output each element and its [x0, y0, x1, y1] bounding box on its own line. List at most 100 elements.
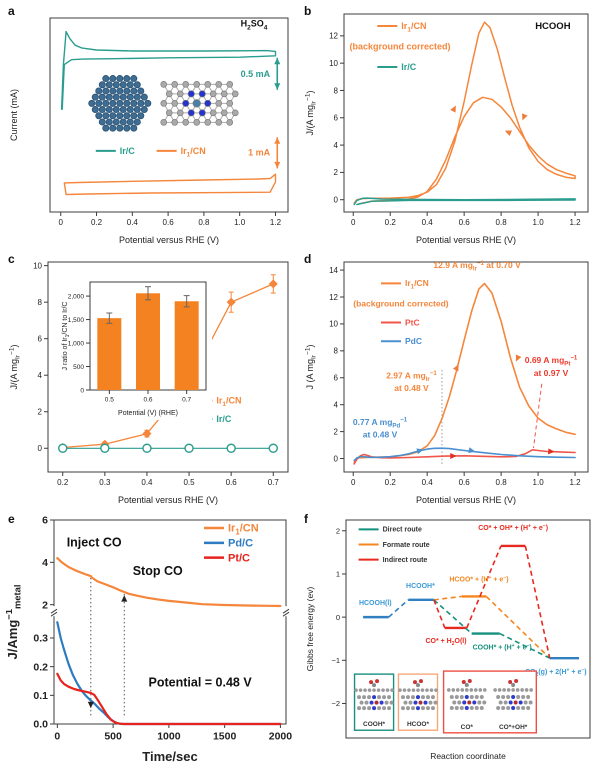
svg-text:(background corrected): (background corrected) [353, 298, 449, 308]
svg-text:0.8: 0.8 [496, 478, 508, 487]
panel-c: c 0.2 0.3 0.4 0.5 0.6 0.7 0 2 4 6 8 10 Potential ver… [6, 252, 298, 508]
svg-text:10: 10 [33, 261, 42, 270]
svg-text:8: 8 [334, 347, 339, 356]
svg-text:COOH* + (H+ + e−): COOH* + (H+ + e−) [473, 643, 532, 652]
svg-text:0.69 A mgPt−1: 0.69 A mgPt−1 [525, 355, 578, 368]
svg-text:Potential versus RHE (V): Potential versus RHE (V) [416, 495, 516, 505]
svg-text:0.5: 0.5 [105, 397, 114, 404]
svg-text:0.5 mA: 0.5 mA [241, 69, 271, 79]
svg-text:0.6: 0.6 [143, 397, 152, 404]
svg-text:1.2: 1.2 [569, 478, 581, 487]
svg-text:HCOOH(l): HCOOH(l) [359, 600, 392, 607]
svg-text:0: 0 [334, 196, 339, 205]
svg-text:Inject CO: Inject CO [67, 535, 122, 549]
svg-text:12: 12 [329, 293, 338, 302]
svg-text:PtC: PtC [405, 317, 420, 327]
svg-text:Current (mA): Current (mA) [9, 89, 19, 141]
panel-c-label: c [8, 252, 15, 266]
panel-a: a 0 0.2 0.4 0.6 0.8 1.0 1.2 Potential versus RH… [6, 4, 298, 248]
svg-text:0.8: 0.8 [198, 218, 210, 227]
svg-text:(background corrected): (background corrected) [350, 42, 451, 52]
svg-text:0.6: 0.6 [459, 218, 471, 227]
svg-text:at 0.48 V: at 0.48 V [394, 383, 429, 393]
svg-text:6: 6 [42, 515, 48, 527]
svg-text:PdC: PdC [405, 336, 422, 346]
panel-b-label: b [304, 4, 312, 18]
svg-text:Direct route: Direct route [383, 527, 422, 534]
svg-text:CO* + OH* + (H+ + e−): CO* + OH* + (H+ + e−) [478, 523, 548, 532]
svg-text:Ir/C: Ir/C [401, 62, 417, 72]
svg-text:HCOO*: HCOO* [407, 721, 430, 728]
svg-text:1.2: 1.2 [569, 218, 581, 227]
svg-text:12.9 A mgIr−1 at 0.70 V: 12.9 A mgIr−1 at 0.70 V [433, 260, 521, 273]
svg-text:Ir1/CN: Ir1/CN [405, 278, 429, 290]
svg-text:0.7: 0.7 [182, 397, 191, 404]
svg-text:Ir/C: Ir/C [216, 414, 232, 424]
svg-text:1500: 1500 [213, 731, 237, 743]
svg-text:CO* + H2O(l): CO* + H2O(l) [425, 638, 466, 647]
svg-text:Potential versus RHE (V): Potential versus RHE (V) [118, 495, 218, 505]
svg-text:Pt/C: Pt/C [228, 552, 250, 564]
svg-text:8: 8 [334, 86, 339, 95]
svg-text:500: 500 [104, 731, 122, 743]
svg-text:Indirect route: Indirect route [383, 557, 428, 564]
svg-text:Ir1/CN: Ir1/CN [228, 523, 259, 537]
svg-text:2.97 A mgIr−1: 2.97 A mgIr−1 [386, 370, 437, 383]
svg-text:HCOOH*: HCOOH* [406, 583, 435, 590]
svg-text:2: 2 [42, 599, 48, 611]
svg-text:1: 1 [336, 570, 340, 579]
svg-text:6: 6 [38, 334, 43, 343]
svg-text:Time/sec: Time/sec [142, 749, 197, 764]
svg-text:14: 14 [329, 266, 338, 275]
svg-text:0: 0 [334, 454, 339, 463]
svg-text:1.0: 1.0 [533, 478, 545, 487]
svg-text:1,500: 1,500 [68, 317, 85, 324]
svg-text:0: 0 [336, 613, 340, 622]
svg-text:10: 10 [329, 320, 338, 329]
panel-b-plot: 0 0.2 0.4 0.6 0.8 1.0 1.2 0 2 4 6 8 10 12 Potential ve… [305, 13, 589, 245]
svg-text:−1: −1 [331, 656, 340, 665]
svg-text:Potential = 0.48 V: Potential = 0.48 V [149, 676, 253, 690]
svg-text:0.3: 0.3 [99, 478, 111, 487]
svg-text:0.2: 0.2 [91, 218, 103, 227]
svg-text:0.6: 0.6 [163, 218, 175, 227]
svg-text:0: 0 [80, 387, 84, 394]
svg-text:0.8: 0.8 [496, 218, 508, 227]
svg-text:0.4: 0.4 [422, 478, 434, 487]
svg-text:Formate route: Formate route [383, 542, 430, 549]
svg-text:2,000: 2,000 [68, 293, 85, 300]
svg-text:Potential versus RHE (V): Potential versus RHE (V) [119, 235, 219, 245]
svg-text:0.0: 0.0 [33, 719, 48, 731]
svg-text:0: 0 [38, 444, 43, 453]
svg-text:10: 10 [329, 59, 338, 68]
panel-f: f −2 −1 0 1 2 Reaction coordinate Gibbs free e… [302, 512, 598, 764]
svg-text:Ir1/CN: Ir1/CN [401, 21, 426, 34]
panel-e: e 0 500 1000 1500 2000 0.0 0.1 0.2 0.3 2 4 6 Time/se… [6, 512, 298, 766]
svg-text:HCOO* + (H+ + e−): HCOO* + (H+ + e−) [449, 575, 508, 584]
svg-text:0.4: 0.4 [127, 218, 139, 227]
svg-text:0: 0 [351, 478, 356, 487]
svg-text:J/Amg−1metal: J/Amg−1metal [6, 585, 23, 660]
svg-text:0.2: 0.2 [385, 478, 397, 487]
svg-text:0.7: 0.7 [268, 478, 280, 487]
panel-e-label: e [8, 512, 15, 526]
panel-f-plot: −2 −1 0 1 2 Reaction coordinate Gibbs free ene… [305, 519, 591, 761]
svg-text:0.6: 0.6 [459, 478, 471, 487]
svg-text:8: 8 [38, 298, 43, 307]
svg-text:at 0.97 V: at 0.97 V [534, 368, 569, 378]
svg-text:0.2: 0.2 [57, 478, 69, 487]
svg-text:0.5: 0.5 [183, 478, 195, 487]
svg-text:J (A mgIr−1): J (A mgIr−1) [305, 345, 318, 390]
svg-text:Gibbs free energy (ev): Gibbs free energy (ev) [305, 587, 315, 672]
svg-text:4: 4 [334, 141, 339, 150]
svg-text:Reaction coordinate: Reaction coordinate [430, 751, 506, 761]
svg-text:0.2: 0.2 [33, 661, 48, 673]
svg-text:Potential (V) (RHE): Potential (V) (RHE) [118, 410, 178, 417]
svg-text:2: 2 [334, 168, 339, 177]
svg-text:J ratio of Ir1/CN to Ir/C: J ratio of Ir1/CN to Ir/C [62, 302, 71, 371]
svg-text:0.3: 0.3 [33, 633, 48, 645]
panel-a-label: a [8, 4, 15, 18]
panel-c-inset-bar-chart: 0.5 0.6 0.7 0 500 1,000 1,500 2,000 Potential (V… [56, 274, 212, 420]
svg-text:J/(A mgIr−1): J/(A mgIr−1) [305, 91, 318, 136]
